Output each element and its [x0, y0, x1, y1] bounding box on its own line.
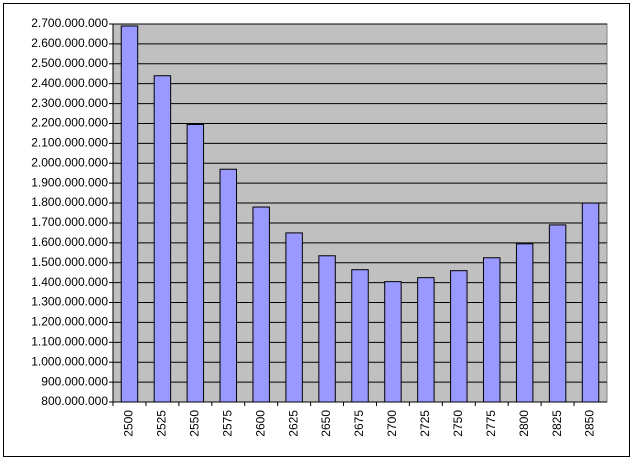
x-tick-label: 2850 [583, 410, 597, 437]
x-tick-label: 2800 [517, 410, 531, 437]
bar [548, 224, 567, 403]
y-tick-label: 900.000.000 [41, 374, 108, 388]
y-tick-label: 2.100.000.000 [31, 136, 108, 150]
x-tick-label: 2700 [385, 410, 399, 437]
bar [384, 281, 402, 403]
y-tick-label: 1.800.000.000 [31, 195, 108, 209]
y-tick-label: 2.000.000.000 [31, 155, 108, 169]
x-tick-label: 2650 [319, 410, 333, 437]
bar [186, 123, 205, 403]
x-tick-label: 2575 [220, 410, 234, 437]
y-tick-label: 1.300.000.000 [31, 295, 108, 309]
x-tick-label: 2525 [155, 410, 169, 437]
y-tick-label: 2.200.000.000 [31, 116, 108, 130]
bar [120, 25, 139, 403]
y-tick-label: 2.500.000.000 [31, 56, 108, 70]
bar [219, 168, 238, 403]
x-tick-label: 2750 [451, 410, 465, 437]
x-tick-label: 2600 [253, 410, 267, 437]
y-tick-label: 2.700.000.000 [31, 16, 108, 30]
y-tick-label: 1.900.000.000 [31, 175, 108, 189]
bar [515, 243, 534, 403]
y-tick-label: 1.000.000.000 [31, 354, 108, 368]
y-tick-label: 2.600.000.000 [31, 36, 108, 50]
y-tick-label: 800.000.000 [41, 394, 108, 408]
bar [417, 277, 435, 403]
x-tick-label: 2775 [484, 410, 498, 437]
bar [285, 232, 303, 403]
y-tick-label: 2.400.000.000 [31, 76, 108, 90]
y-tick-label: 1.700.000.000 [31, 215, 108, 229]
bar [450, 270, 468, 403]
x-tick-label: 2550 [188, 410, 202, 437]
bar [351, 269, 369, 403]
x-tick-label: 2625 [286, 410, 300, 437]
bar [153, 75, 172, 403]
y-tick-label: 1.200.000.000 [31, 315, 108, 329]
y-tick-label: 1.100.000.000 [31, 334, 108, 348]
bar [483, 257, 501, 403]
bar [252, 206, 270, 403]
y-tick-label: 2.300.000.000 [31, 96, 108, 110]
x-tick-label: 2675 [352, 410, 366, 437]
y-tick-label: 1.400.000.000 [31, 275, 108, 289]
x-tick-label: 2500 [122, 410, 136, 437]
bar [581, 202, 600, 403]
x-tick-label: 2725 [418, 410, 432, 437]
x-tick-label: 2825 [550, 410, 564, 437]
y-tick-label: 1.600.000.000 [31, 235, 108, 249]
bar [318, 255, 336, 403]
y-tick-label: 1.500.000.000 [31, 255, 108, 269]
